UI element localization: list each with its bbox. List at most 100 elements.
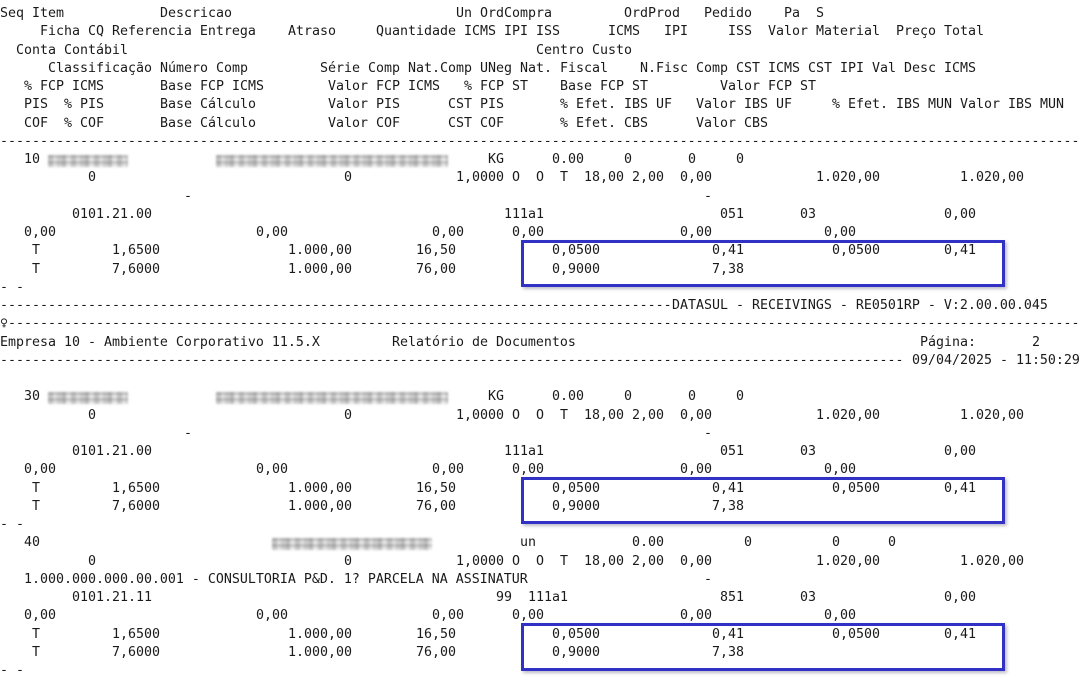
report-text-segment: O [512, 407, 520, 423]
report-line: Conta Contábil Centro Custo [0, 43, 1083, 62]
report-text-segment: Quantidade [376, 24, 456, 40]
report-text-segment: - - [0, 279, 24, 295]
report-text-segment: 0 [888, 535, 896, 551]
report-text-segment: 051 [720, 444, 744, 459]
report-line: Ficha CQ Referencia Entrega Atraso Quantid… [0, 24, 1083, 43]
report-text-segment: 0,00 [432, 608, 464, 624]
report-text-segment: Item [32, 6, 64, 21]
report-text-segment: T [32, 644, 40, 660]
report-text-segment: Valor FCP ICMS [328, 79, 440, 94]
report-text-segment: Valor IBS MUN [960, 97, 1064, 113]
report-text-segment: 0,00 [680, 553, 712, 569]
report-text-segment: 2,00 [632, 170, 664, 186]
report-text-segment: PIS [24, 97, 48, 113]
report-text-segment: 1.000,00 [288, 498, 352, 514]
report-text-segment: 0,41 [712, 243, 744, 259]
report-line: T 1,6500 1.000,00 16,50 0,0500 0,41 0,0500 0,41 [0, 481, 1083, 500]
report-text-segment: Val Desc ICMS [872, 60, 976, 76]
report-text-segment: 0,00 [944, 590, 976, 605]
report-text-segment: 0 [344, 170, 352, 186]
report-text-segment: ISS [536, 24, 560, 40]
report-line: 0 0 1,0000 O O T 18,00 2,00 0,00 1.020,00 1.020,00 [0, 408, 1083, 427]
report-text-segment: 1,6500 [112, 243, 160, 259]
report-text-segment: 0.00 [632, 535, 664, 551]
report-text-segment: 76,00 [416, 498, 456, 514]
report-text-segment: 16,50 [416, 480, 456, 496]
report-line: T 1,6500 1.000,00 16,50 0,0500 0,41 0,0500 0,41 [0, 243, 1083, 262]
report-text-segment: 0,00 [256, 462, 288, 478]
report-text-segment: KG [488, 152, 504, 167]
report-text-segment: T [32, 480, 40, 496]
report-text-segment: 1.000,00 [288, 480, 352, 496]
report-text-segment: CST IPI [808, 60, 864, 76]
report-text-segment: ICMS [608, 24, 640, 40]
report-text-segment: Preço Total [896, 24, 984, 40]
report-text-segment: Pa [784, 6, 800, 21]
report-text-segment: Descricao [160, 6, 232, 21]
report-text-segment: 1.020,00 [816, 553, 880, 569]
report-line: ----------------------------------------… [0, 353, 1083, 372]
report-line: -- [0, 189, 1083, 208]
report-text-segment: Série Comp [320, 60, 400, 76]
report-text-segment: 0,00 [512, 608, 544, 624]
report-text-segment: 0.00 [552, 389, 584, 405]
report-text-segment: 0 [88, 553, 96, 569]
report-text-segment: OrdCompra [480, 6, 552, 21]
report-text-segment: - [184, 188, 192, 204]
report-text-segment: 0,00 [256, 225, 288, 240]
report-text-segment: 1.020,00 [960, 553, 1024, 569]
report-text-segment: Pedido [704, 6, 752, 21]
report-text-segment: 76,00 [416, 261, 456, 277]
report-text-segment: 0,9000 [552, 261, 600, 277]
report-text-segment: 03 [800, 590, 816, 605]
report-text-segment: 0,0500 [552, 243, 600, 259]
report-line: 0,00 0,00 0,00 0,00 0,00 0,00 [0, 608, 1083, 627]
redacted-text [48, 155, 128, 167]
report-text-segment: 0,41 [944, 626, 976, 642]
report-text-segment: 1,6500 [112, 480, 160, 496]
report-text-segment: 1.020,00 [816, 170, 880, 186]
report-text-segment: % Efet. IBS MUN [832, 97, 952, 113]
report-text-segment: 0 [744, 535, 752, 551]
report-text-segment: CST COF [448, 115, 504, 131]
report-text-segment: - - [0, 517, 24, 532]
report-text-segment: IPI [504, 24, 528, 40]
report-text-segment: 1,0000 [456, 170, 504, 186]
report-line: Seq Item Descricao Un OrdCompra OrdProd Pedido… [0, 6, 1083, 25]
report-text-segment: 1.020,00 [816, 407, 880, 423]
report-line: 30 KG 0.00 0 0 0 [0, 389, 1083, 408]
report-text-segment: 0,0500 [552, 626, 600, 642]
report-text-segment: 2 [1032, 334, 1040, 350]
report-text-segment: T [32, 626, 40, 642]
report-text-segment: 0 [688, 389, 696, 405]
report-text-segment: T [32, 498, 40, 514]
redacted-text [48, 392, 128, 405]
report-text-segment: 1,6500 [112, 626, 160, 642]
report-text-segment: Página: [920, 334, 976, 350]
report-text-segment: Classificação [48, 60, 152, 76]
redacted-text [216, 392, 448, 405]
report-text-segment: UNeg [480, 60, 512, 76]
highlight-box [521, 623, 1005, 671]
report-text-segment: 0,00 [24, 225, 56, 240]
report-line: Classificação Número Comp Série Comp Nat.Co… [0, 61, 1083, 80]
report-text-segment: 0,9000 [552, 644, 600, 660]
report-text-segment: % PIS [64, 97, 104, 113]
report-text-segment: 7,6000 [112, 261, 160, 277]
report-text-segment: 0 [736, 152, 744, 167]
report-line: ♀ ---------------------------------------… [0, 316, 1083, 335]
report-text-segment: T [560, 407, 568, 423]
report-text-segment: 0,00 [680, 608, 712, 624]
report-line: 0,00 0,00 0,00 0,00 0,00 0,00 [0, 462, 1083, 481]
report-text-segment: Un [456, 6, 472, 21]
report-text-segment: 03 [800, 206, 816, 222]
report-text-segment: 0,00 [680, 462, 712, 478]
report-text-segment: 7,6000 [112, 498, 160, 514]
report-text-segment: 851 [720, 590, 744, 605]
report-line: T 7,6000 1.000,00 76,00 0,9000 7,38 [0, 645, 1083, 664]
report-text-segment: ----------------------------------------… [8, 316, 1080, 332]
report-line: 0101.21.11 99 111a1 851 03 0,00 [0, 590, 1083, 609]
report-text-segment: 0,41 [712, 480, 744, 496]
report-text-segment: 1.000,00 [288, 243, 352, 259]
